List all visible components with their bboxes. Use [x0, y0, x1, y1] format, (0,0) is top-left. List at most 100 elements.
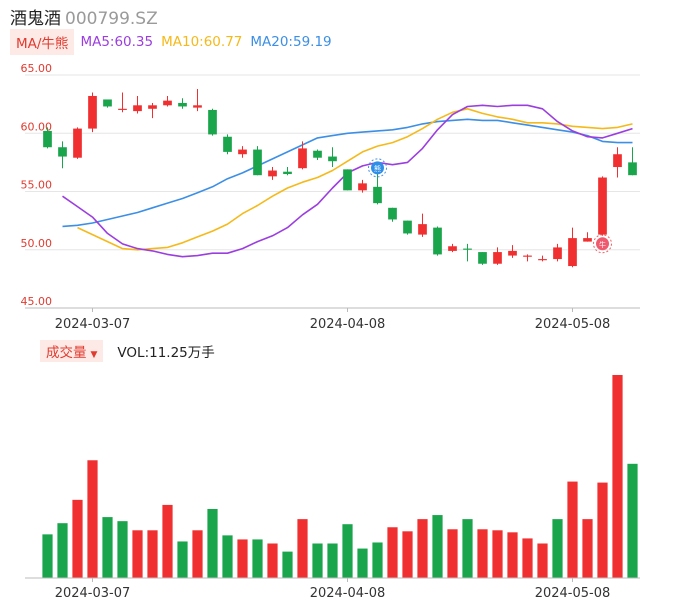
volume-bar	[372, 542, 383, 578]
volume-bar	[327, 543, 338, 578]
candle-body	[538, 259, 547, 261]
volume-bar	[177, 541, 188, 578]
volume-indicator-dropdown[interactable]: 成交量 ▼	[40, 340, 104, 362]
volume-bar	[612, 375, 623, 578]
price-gridlines	[25, 74, 640, 309]
candle-body	[373, 186, 382, 204]
candle-body	[343, 169, 352, 191]
candle-body	[403, 220, 412, 234]
candle	[388, 207, 397, 222]
candle-body	[103, 99, 112, 107]
x-tick-label: 2024-03-07	[55, 317, 131, 332]
volume-bar	[117, 521, 128, 578]
candle	[253, 146, 262, 176]
candle	[553, 243, 562, 262]
volume-bar	[237, 539, 248, 578]
price-tick-label: 65.00	[21, 62, 53, 75]
x-tick-label: 2024-05-08	[535, 586, 611, 601]
candle-body	[88, 95, 97, 129]
ma-toggle-button[interactable]: MA/牛熊	[10, 29, 75, 55]
candle	[538, 255, 547, 262]
volume-bar	[282, 551, 293, 578]
candle-body	[328, 156, 337, 162]
candle	[163, 95, 172, 107]
volume-x-axis: 2024-03-07 2024-04-08 2024-05-08	[55, 578, 611, 601]
volume-bar	[102, 517, 113, 578]
stock-name: 酒鬼酒	[10, 9, 61, 29]
volume-value: VOL:11.25万手	[117, 345, 215, 361]
volume-bar	[57, 523, 68, 578]
candle	[313, 149, 322, 161]
candle-body	[523, 255, 532, 257]
volume-bar	[132, 530, 143, 578]
candle-body	[313, 150, 322, 158]
candle-body	[493, 252, 502, 264]
ma5-legend-label: MA5:60.35	[80, 34, 154, 50]
x-tick-label: 2024-04-08	[310, 586, 386, 601]
candle	[328, 147, 337, 168]
price-axis: 65.00 60.00 55.00 50.00 45.00	[21, 62, 53, 308]
candle-body	[508, 250, 517, 256]
volume-bar	[42, 534, 53, 578]
candle-body	[43, 130, 52, 148]
marker-dot	[371, 161, 384, 175]
candle	[628, 147, 637, 176]
candle	[268, 167, 277, 180]
candle	[508, 245, 517, 258]
ma20-legend-label: MA20:59.19	[250, 34, 332, 50]
volume-bar	[492, 530, 503, 578]
candle-body	[463, 248, 472, 250]
candle-body	[613, 154, 622, 168]
x-tick-label: 2024-05-08	[535, 317, 611, 332]
candle-body	[193, 105, 202, 108]
volume-bar	[567, 481, 578, 578]
candle-body	[73, 128, 82, 158]
marker-label: 熊	[374, 164, 381, 173]
volume-bar	[192, 530, 203, 578]
ma10-line	[77, 108, 633, 251]
volume-bar	[507, 532, 518, 578]
candle	[463, 243, 472, 262]
volume-bar	[552, 519, 563, 578]
marker-ring	[593, 234, 612, 254]
candle-body	[133, 105, 142, 112]
volume-bar	[597, 482, 608, 578]
price-tick-label: 50.00	[21, 237, 53, 250]
candle	[208, 108, 217, 136]
volume-bar	[477, 529, 488, 578]
candle	[43, 127, 52, 149]
volume-bar	[627, 463, 638, 578]
candle-body	[358, 183, 367, 191]
candle	[178, 98, 187, 109]
candle-body	[238, 149, 247, 155]
dropdown-caret-icon: ▼	[90, 350, 98, 360]
candle-body	[118, 108, 127, 110]
volume-bar	[312, 543, 323, 578]
candle-body	[553, 247, 562, 260]
marker-dot	[596, 237, 609, 251]
candle	[343, 169, 352, 191]
candle	[598, 176, 607, 236]
volume-bars	[25, 375, 640, 579]
candle	[58, 141, 67, 169]
candle	[133, 95, 142, 114]
candle-body	[448, 246, 457, 251]
price-x-axis: 2024-03-07 2024-04-08 2024-05-08	[55, 308, 611, 332]
candle-body	[298, 148, 307, 169]
volume-bar	[387, 527, 398, 578]
volume-legend: 成交量 ▼ VOL:11.25万手	[40, 340, 215, 362]
stock-code: 000799.SZ	[65, 9, 158, 29]
marker-ring	[368, 158, 387, 178]
candle-body	[583, 238, 592, 242]
volume-bar	[162, 504, 173, 578]
candle-body	[223, 136, 232, 152]
bull-icon: 牛	[593, 234, 612, 254]
volume-bar	[432, 515, 443, 578]
volume-bar	[342, 524, 353, 578]
candle	[523, 254, 532, 262]
candle	[433, 226, 442, 256]
volume-bar	[297, 519, 308, 578]
candle	[373, 172, 382, 205]
marker-label: 牛	[599, 240, 606, 249]
